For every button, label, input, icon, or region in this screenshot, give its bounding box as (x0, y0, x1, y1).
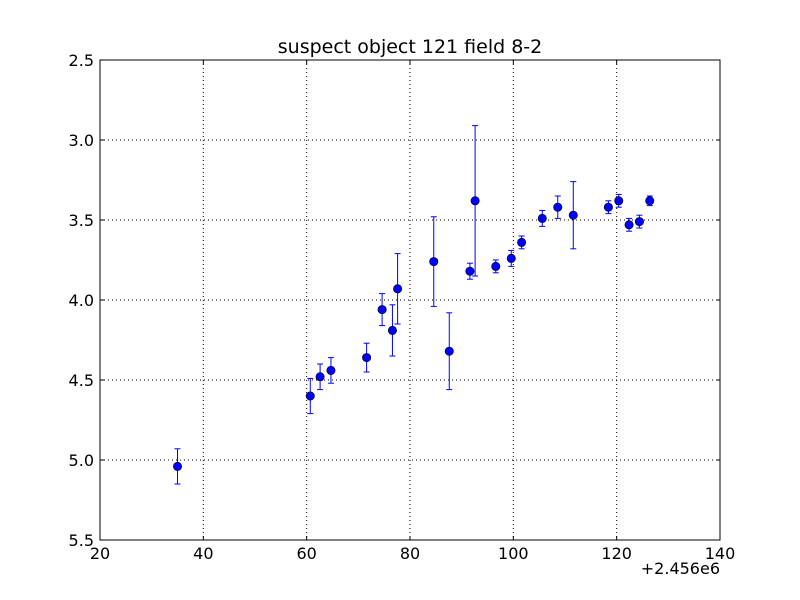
data-point (634, 217, 644, 227)
x-tick-label: 100 (498, 544, 529, 563)
data-point (393, 284, 403, 294)
y-tick-label: 4.5 (69, 371, 94, 390)
y-tick-label: 4.0 (69, 291, 94, 310)
x-tick-label: 140 (705, 544, 736, 563)
data-point (624, 220, 634, 230)
data-point (315, 372, 325, 382)
data-point (377, 305, 387, 315)
data-point (645, 196, 655, 206)
data-point (568, 210, 578, 220)
data-point (614, 196, 624, 206)
axis-ticks (99, 59, 721, 541)
y-tick-label: 3.5 (69, 211, 94, 230)
data-point (517, 237, 527, 247)
data-point (470, 196, 480, 206)
x-tick-label: 40 (193, 544, 213, 563)
data-point (444, 346, 454, 356)
x-axis-tick-labels: 20 40 60 80 100 120 140 (90, 544, 735, 563)
y-tick-label: 2.5 (69, 51, 94, 70)
data-point (387, 325, 397, 335)
data-point (305, 391, 315, 401)
data-point (537, 213, 547, 223)
grid (100, 60, 720, 540)
x-tick-label: 120 (601, 544, 632, 563)
y-tick-label: 5.5 (69, 531, 94, 550)
data-point (603, 202, 613, 212)
data-point (553, 202, 563, 212)
y-tick-label: 3.0 (69, 131, 94, 150)
x-tick-label: 20 (90, 544, 110, 563)
data-points (173, 196, 655, 471)
chart-title: suspect object 121 field 8-2 (278, 36, 543, 58)
x-tick-label: 80 (400, 544, 420, 563)
y-axis-tick-labels: 2.5 3.0 3.5 4.0 4.5 5.0 5.5 (69, 51, 94, 550)
data-point (465, 266, 475, 276)
data-point (491, 261, 501, 271)
x-axis-offset-label: +2.456e6 (641, 559, 720, 578)
x-tick-label: 60 (296, 544, 316, 563)
data-point (173, 461, 183, 471)
data-point (362, 353, 372, 363)
y-tick-label: 5.0 (69, 451, 94, 470)
data-point (506, 253, 516, 263)
data-point (429, 257, 439, 267)
data-point (326, 365, 336, 375)
